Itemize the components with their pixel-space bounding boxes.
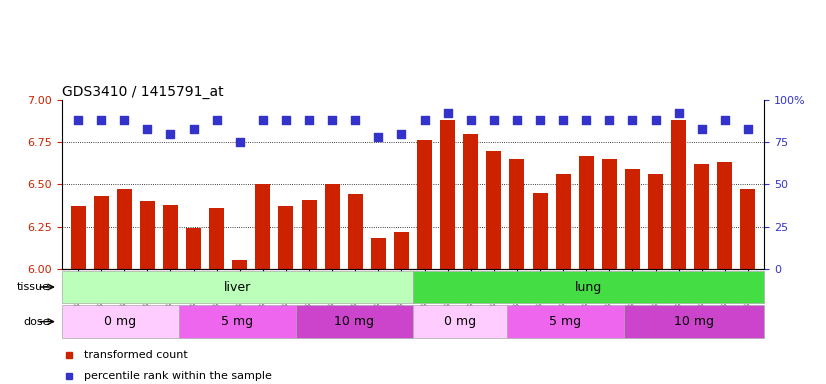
Point bbox=[626, 117, 639, 123]
Bar bbox=[510, 159, 525, 269]
Bar bbox=[209, 208, 224, 269]
Text: 5 mg: 5 mg bbox=[221, 315, 254, 328]
Bar bbox=[232, 260, 247, 269]
Point bbox=[117, 117, 131, 123]
Point bbox=[649, 117, 662, 123]
Bar bbox=[717, 162, 733, 269]
Point bbox=[672, 110, 686, 116]
Point bbox=[302, 117, 316, 123]
Point bbox=[279, 117, 292, 123]
Point bbox=[372, 134, 385, 140]
Bar bbox=[62, 271, 413, 303]
Bar bbox=[255, 184, 270, 269]
Point bbox=[580, 117, 593, 123]
Point bbox=[349, 117, 362, 123]
Point bbox=[441, 110, 454, 116]
Point bbox=[510, 117, 524, 123]
Bar bbox=[179, 305, 296, 338]
Point bbox=[325, 117, 339, 123]
Text: dose: dose bbox=[23, 316, 50, 327]
Point bbox=[487, 117, 501, 123]
Bar bbox=[671, 120, 686, 269]
Bar bbox=[186, 228, 201, 269]
Bar bbox=[487, 151, 501, 269]
Bar bbox=[413, 305, 506, 338]
Bar bbox=[394, 232, 409, 269]
Bar bbox=[694, 164, 710, 269]
Bar bbox=[116, 189, 132, 269]
Bar bbox=[413, 271, 764, 303]
Bar bbox=[140, 201, 155, 269]
Point bbox=[164, 131, 177, 137]
Bar bbox=[533, 193, 548, 269]
Bar bbox=[70, 206, 86, 269]
Point bbox=[603, 117, 616, 123]
Text: 10 mg: 10 mg bbox=[674, 315, 714, 328]
Point bbox=[187, 126, 200, 132]
Point bbox=[534, 117, 547, 123]
Point bbox=[718, 117, 731, 123]
Text: lung: lung bbox=[575, 281, 602, 293]
Point bbox=[741, 126, 754, 132]
Point bbox=[464, 117, 477, 123]
Bar bbox=[348, 194, 363, 269]
Point bbox=[395, 131, 408, 137]
Point bbox=[210, 117, 223, 123]
Bar bbox=[62, 305, 179, 338]
Point bbox=[233, 139, 246, 145]
Point bbox=[256, 117, 269, 123]
Bar bbox=[93, 196, 109, 269]
Point bbox=[695, 126, 709, 132]
Bar bbox=[579, 156, 594, 269]
Bar bbox=[301, 200, 316, 269]
Bar bbox=[506, 305, 624, 338]
Text: 0 mg: 0 mg bbox=[104, 315, 136, 328]
Bar bbox=[163, 205, 178, 269]
Text: 5 mg: 5 mg bbox=[549, 315, 582, 328]
Text: 0 mg: 0 mg bbox=[444, 315, 476, 328]
Bar bbox=[278, 206, 293, 269]
Bar bbox=[625, 169, 640, 269]
Point bbox=[557, 117, 570, 123]
Point bbox=[418, 117, 431, 123]
Point bbox=[72, 117, 85, 123]
Point bbox=[95, 117, 108, 123]
Point bbox=[140, 126, 154, 132]
Bar bbox=[371, 238, 386, 269]
Bar bbox=[556, 174, 571, 269]
Bar bbox=[417, 141, 432, 269]
Text: 10 mg: 10 mg bbox=[335, 315, 374, 328]
Text: transformed count: transformed count bbox=[84, 350, 188, 360]
Text: liver: liver bbox=[224, 281, 251, 293]
Bar bbox=[296, 305, 413, 338]
Bar bbox=[740, 189, 756, 269]
Text: percentile rank within the sample: percentile rank within the sample bbox=[84, 371, 273, 381]
Text: GDS3410 / 1415791_at: GDS3410 / 1415791_at bbox=[62, 85, 224, 99]
Bar bbox=[325, 184, 339, 269]
Bar bbox=[440, 120, 455, 269]
Bar bbox=[463, 134, 478, 269]
Text: tissue: tissue bbox=[17, 282, 50, 292]
Bar bbox=[648, 174, 663, 269]
Bar bbox=[602, 159, 617, 269]
Bar bbox=[624, 305, 764, 338]
